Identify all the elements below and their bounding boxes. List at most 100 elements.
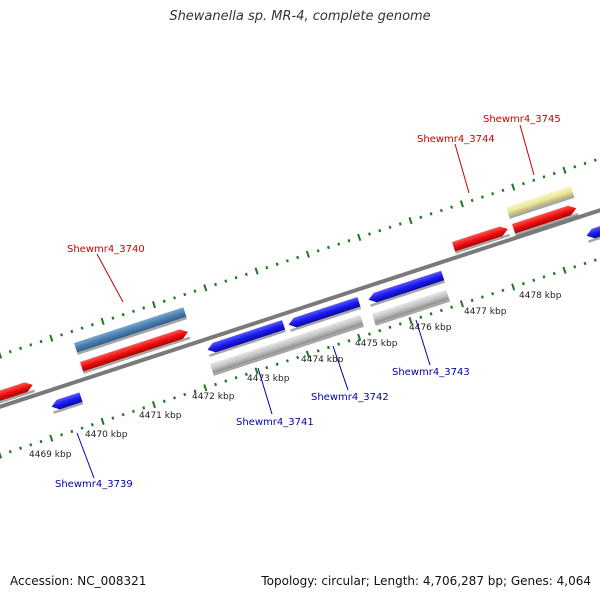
inner-ruler-minor-tick bbox=[90, 423, 94, 427]
gene-label-shewmr4-3740[interactable]: Shewmr4_3740 bbox=[67, 244, 145, 255]
inner-ruler-minor-tick bbox=[439, 308, 443, 313]
gene-arrow-shewmr4-3745-shape bbox=[512, 205, 577, 234]
outer-ruler-major-tick bbox=[357, 233, 362, 242]
outer-ruler-minor-tick bbox=[121, 312, 125, 317]
inner-ruler-major-tick bbox=[408, 316, 413, 325]
gene-arrow-shewmr4-3742-shadow bbox=[290, 306, 362, 332]
gene-arrow-shewmr4-3742[interactable] bbox=[287, 296, 362, 332]
gene-arrow-shewmr4-3745-misc[interactable] bbox=[506, 185, 575, 219]
gene-label-shewmr4-3743[interactable]: Shewmr4_3743 bbox=[392, 367, 470, 378]
gene-arrow-shewmr4-3740-misc-shadow bbox=[77, 316, 188, 355]
inner-ruler-major-tick bbox=[305, 350, 310, 358]
gene-arrow-left-partial-shadow bbox=[0, 389, 36, 404]
inner-ruler-minor-tick bbox=[573, 265, 577, 269]
gene-arrow-shewmr4-3743-misc-shadow bbox=[375, 299, 451, 326]
inner-ruler-minor-tick bbox=[285, 359, 289, 363]
gene-label-shewmr4-3745[interactable]: Shewmr4_3745 bbox=[483, 114, 561, 125]
gene-arrow-left-partial-shape bbox=[0, 382, 33, 402]
inner-ruler-minor-tick bbox=[214, 382, 218, 387]
genome-stats-text: Topology: circular; Length: 4,706,287 bp… bbox=[261, 574, 591, 588]
gene-arrow-shewmr4-3744-shadow bbox=[455, 233, 511, 254]
inner-ruler-minor-tick bbox=[183, 392, 187, 397]
outer-ruler-minor-tick bbox=[573, 165, 577, 169]
gene-arrow-shewmr4-3741-shape bbox=[207, 320, 286, 353]
genome-backbone bbox=[0, 208, 600, 409]
inner-ruler-minor-tick bbox=[501, 288, 505, 293]
leader-line-3739 bbox=[76, 432, 95, 479]
gene-arrow-shewmr4-3741-misc[interactable] bbox=[210, 314, 365, 376]
gene-arrow-shewmr4-3745-shadow bbox=[515, 212, 579, 236]
scale-label: 4473 kbp bbox=[247, 374, 290, 384]
gene-arrow-shewmr4-3739[interactable] bbox=[50, 392, 84, 414]
inner-ruler-minor-tick bbox=[532, 278, 536, 282]
inner-ruler-major-tick bbox=[254, 367, 259, 375]
outer-ruler-minor-tick bbox=[193, 289, 197, 293]
inner-ruler-minor-tick bbox=[398, 322, 402, 326]
gene-arrow-shewmr4-3744[interactable] bbox=[452, 224, 511, 254]
outer-tick-ruler bbox=[0, 158, 597, 359]
outer-ruler-minor-tick bbox=[19, 346, 23, 350]
inner-ruler-major-tick bbox=[0, 451, 3, 459]
inner-ruler-minor-tick bbox=[265, 365, 269, 370]
scale-labels: 4469 kbp 4470 kbp 4471 kbp 4472 kbp 4473… bbox=[29, 291, 562, 460]
outer-ruler-minor-tick bbox=[8, 349, 12, 354]
gene-label-shewmr4-3741[interactable]: Shewmr4_3741 bbox=[236, 417, 314, 428]
label-leader-lines bbox=[76, 124, 535, 479]
scale-label: 4474 kbp bbox=[301, 355, 344, 365]
gene-arrow-shewmr4-3744-shape bbox=[452, 226, 508, 252]
outer-ruler-major-tick bbox=[254, 267, 259, 275]
inner-ruler-major-tick bbox=[203, 384, 208, 392]
scale-label: 4478 kbp bbox=[519, 291, 562, 301]
outer-ruler-minor-tick bbox=[80, 326, 84, 330]
outer-ruler-minor-tick bbox=[491, 192, 495, 196]
inner-ruler-minor-tick bbox=[19, 446, 23, 450]
gene-arrow-shewmr4-3740[interactable] bbox=[80, 327, 191, 374]
inner-ruler-minor-tick bbox=[378, 328, 382, 333]
gene-arrow-shewmr4-3743[interactable] bbox=[367, 270, 446, 307]
outer-ruler-minor-tick bbox=[388, 225, 392, 229]
inner-ruler-minor-tick bbox=[521, 281, 525, 286]
scale-label: 4470 kbp bbox=[85, 430, 128, 440]
inner-ruler-minor-tick bbox=[39, 439, 43, 444]
outer-ruler-minor-tick bbox=[275, 262, 279, 266]
gene-arrow-shewmr4-3745[interactable] bbox=[512, 203, 579, 236]
inner-ruler-minor-tick bbox=[419, 315, 423, 319]
gene-arrow-shewmr4-3740-misc[interactable] bbox=[74, 307, 188, 355]
outer-ruler-major-tick bbox=[203, 284, 208, 292]
inner-tick-ruler bbox=[0, 258, 597, 459]
outer-ruler-minor-tick bbox=[419, 215, 423, 219]
outer-ruler-minor-tick bbox=[265, 265, 269, 270]
inner-ruler-minor-tick bbox=[470, 298, 474, 303]
outer-ruler-minor-tick bbox=[70, 329, 74, 334]
inner-ruler-minor-tick bbox=[275, 362, 279, 366]
outer-ruler-minor-tick bbox=[111, 316, 115, 320]
outer-ruler-minor-tick bbox=[429, 212, 433, 216]
outer-ruler-minor-tick bbox=[470, 198, 474, 203]
gene-label-shewmr4-3744[interactable]: Shewmr4_3744 bbox=[417, 134, 495, 145]
outer-ruler-minor-tick bbox=[142, 306, 146, 310]
gene-labels: Shewmr4_3740 Shewmr4_3744 Shewmr4_3745 S… bbox=[55, 114, 561, 490]
gene-label-shewmr4-3742[interactable]: Shewmr4_3742 bbox=[311, 392, 389, 403]
gene-arrow-left-partial[interactable] bbox=[0, 380, 36, 404]
gene-arrow-right-partial[interactable] bbox=[585, 221, 600, 243]
gene-label-shewmr4-3739[interactable]: Shewmr4_3739 bbox=[55, 479, 133, 490]
inner-ruler-minor-tick bbox=[593, 258, 597, 262]
outer-ruler-minor-tick bbox=[214, 282, 218, 287]
gene-arrow-shewmr4-3743-misc[interactable] bbox=[372, 289, 451, 326]
inner-ruler-minor-tick bbox=[60, 433, 64, 437]
outer-ruler-minor-tick bbox=[296, 255, 300, 260]
gene-arrow-shewmr4-3743-shadow bbox=[370, 280, 446, 307]
scale-label: 4471 kbp bbox=[139, 411, 182, 421]
outer-ruler-major-tick bbox=[0, 351, 3, 359]
gene-arrow-shewmr4-3741[interactable] bbox=[206, 320, 286, 357]
gene-arrow-shewmr4-3742-shape bbox=[288, 296, 361, 328]
gene-arrow-right-partial-shadow bbox=[588, 231, 600, 243]
outer-ruler-minor-tick bbox=[234, 276, 238, 280]
gene-arrow-shewmr4-3739-shadow bbox=[53, 401, 84, 414]
outer-ruler-minor-tick bbox=[583, 161, 587, 166]
inner-ruler-major-tick bbox=[459, 300, 464, 308]
outer-ruler-minor-tick bbox=[162, 299, 166, 303]
outer-ruler-major-tick bbox=[459, 200, 464, 208]
